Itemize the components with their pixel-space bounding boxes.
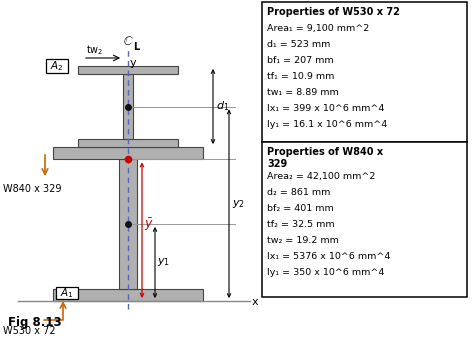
Text: W530 x 72: W530 x 72 — [3, 326, 55, 336]
Text: x: x — [252, 297, 259, 307]
Text: L: L — [133, 42, 139, 52]
Bar — [78, 139, 178, 147]
Text: y: y — [130, 58, 137, 68]
Text: tf₁ = 10.9 mm: tf₁ = 10.9 mm — [267, 72, 334, 81]
Text: Area₂ = 42,100 mm^2: Area₂ = 42,100 mm^2 — [267, 172, 375, 181]
Text: d₂ = 861 mm: d₂ = 861 mm — [267, 188, 330, 197]
Text: $\bar{y}$: $\bar{y}$ — [144, 217, 154, 234]
Text: Ix₁ = 5376 x 10^6 mm^4: Ix₁ = 5376 x 10^6 mm^4 — [267, 252, 391, 261]
Text: Properties of W840 x
329: Properties of W840 x 329 — [267, 147, 383, 168]
Text: tw$_2$: tw$_2$ — [86, 43, 103, 57]
Text: W840 x 329: W840 x 329 — [3, 184, 62, 194]
Text: $A_2$: $A_2$ — [50, 59, 64, 73]
Bar — [78, 66, 178, 74]
Bar — [262, 142, 467, 297]
Text: Ix₁ = 399 x 10^6 mm^4: Ix₁ = 399 x 10^6 mm^4 — [267, 104, 384, 113]
Text: $\mathbb{C}$: $\mathbb{C}$ — [123, 35, 133, 48]
Text: $d_1$: $d_1$ — [216, 100, 229, 114]
Text: $y_2$: $y_2$ — [232, 198, 245, 210]
Text: $A_1$: $A_1$ — [60, 286, 74, 300]
Text: Properties of W530 x 72: Properties of W530 x 72 — [267, 7, 400, 17]
Text: $y_1$: $y_1$ — [157, 256, 170, 268]
Text: bf₂ = 401 mm: bf₂ = 401 mm — [267, 204, 334, 213]
Text: tw₂ = 19.2 mm: tw₂ = 19.2 mm — [267, 236, 339, 245]
Bar — [119, 159, 137, 289]
Text: Fig 8.13: Fig 8.13 — [8, 316, 62, 329]
Text: Area₁ = 9,100 mm^2: Area₁ = 9,100 mm^2 — [267, 24, 369, 33]
Bar — [123, 74, 133, 139]
Text: tf₂ = 32.5 mm: tf₂ = 32.5 mm — [267, 220, 335, 229]
Text: bf₁ = 207 mm: bf₁ = 207 mm — [267, 56, 334, 65]
Bar — [46, 59, 68, 73]
Bar — [262, 2, 467, 142]
Text: d₁ = 523 mm: d₁ = 523 mm — [267, 40, 330, 49]
Bar — [53, 289, 203, 301]
Text: Iy₁ = 16.1 x 10^6 mm^4: Iy₁ = 16.1 x 10^6 mm^4 — [267, 120, 387, 129]
Text: Iy₁ = 350 x 10^6 mm^4: Iy₁ = 350 x 10^6 mm^4 — [267, 268, 384, 277]
Bar — [53, 147, 203, 159]
Bar — [56, 287, 78, 299]
Text: tw₁ = 8.89 mm: tw₁ = 8.89 mm — [267, 88, 339, 97]
